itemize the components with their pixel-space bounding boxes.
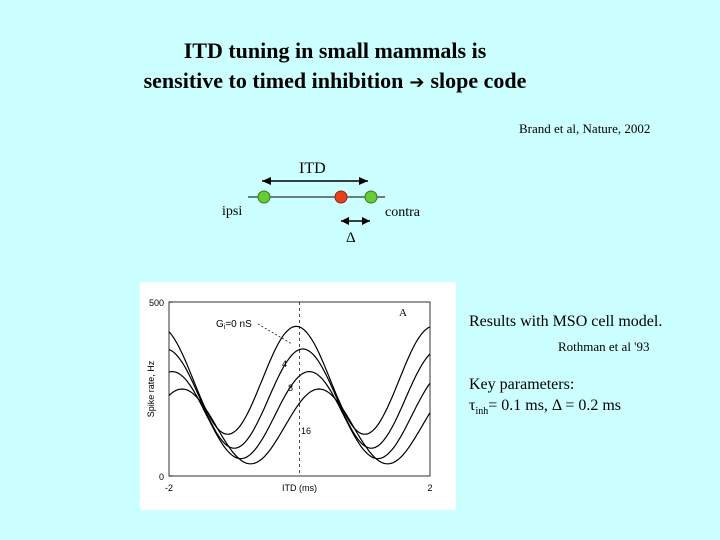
key-parameters: Key parameters: τinh= 0.1 ms, Δ = 0.2 ms [469, 374, 621, 422]
arrow-right-icon: ➔ [409, 72, 425, 93]
contra-excitatory-input [364, 190, 378, 204]
itd-arrow-left-head [262, 177, 271, 185]
tau-subscript: inh [475, 406, 489, 418]
x-axis-label: ITD (ms) [282, 483, 317, 493]
series-line-0 [168, 325, 431, 435]
y-tick-label: 500 [149, 298, 164, 308]
x-tick-label: 2 [427, 483, 432, 493]
series-line-16 [168, 388, 431, 465]
delta-label: Δ [346, 230, 356, 246]
key-parameters-values: τinh= 0.1 ms, Δ = 0.2 ms [469, 395, 621, 422]
title-line-2-text: sensitive to timed inhibition [143, 68, 404, 93]
title-line-2: sensitive to timed inhibition ➔ slope code [0, 66, 670, 98]
gi-annotation: Gi=0 nS [216, 319, 252, 331]
delta-arrow-right-head [362, 217, 370, 225]
delta-arrow-left-head [341, 217, 349, 225]
series-label-8: 8 [288, 383, 293, 393]
contra-inhibitory-input [334, 190, 348, 204]
citation: Brand et al, Nature, 2002 [519, 121, 651, 136]
title-line-2-suffix: slope code [430, 68, 527, 93]
series-label-4: 4 [282, 359, 287, 369]
key-parameters-title: Key parameters: [469, 376, 575, 393]
y-axis-label: Spike rate, Hz [146, 360, 156, 417]
gi-annotation-leader [257, 323, 293, 345]
chart-panel: 0 500 -2 2 ITD (ms) Spike rate, Hz A 4 8 16 Gi=0 n… [140, 282, 456, 510]
title-line-1: ITD tuning in small mammals is [183, 38, 487, 63]
ipsi-excitatory-input [257, 190, 271, 204]
contra-label: contra [385, 205, 420, 220]
itd-diagram [248, 177, 385, 225]
itd-label: ITD [299, 160, 326, 177]
series-line-8 [168, 371, 431, 460]
itd-arrow-right-head [359, 177, 368, 185]
key-parameters-rest: = 0.1 ms, Δ = 0.2 ms [488, 397, 622, 414]
tau-symbol: τ [469, 397, 476, 414]
series-label-16: 16 [301, 426, 311, 436]
x-tick-label: -2 [165, 483, 173, 493]
result-citation: Rothman et al '93 [558, 339, 650, 354]
slide-title: ITD tuning in small mammals is sensitive… [0, 36, 670, 98]
spike-rate-chart: 0 500 -2 2 ITD (ms) Spike rate, Hz A 4 8 16 Gi=0 n… [146, 298, 433, 493]
y-tick-label: 0 [159, 472, 164, 482]
result-text: Results with MSO cell model. [469, 313, 663, 330]
panel-label: A [399, 307, 407, 319]
series-line-4 [168, 348, 431, 449]
ipsi-label: ipsi [222, 204, 243, 219]
